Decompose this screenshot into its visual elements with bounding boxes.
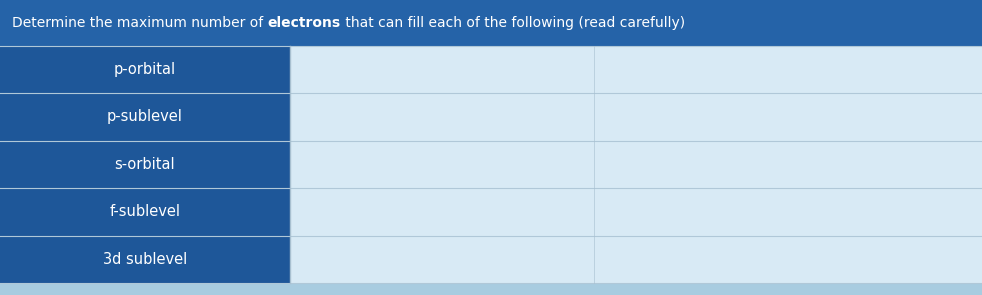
Text: p-orbital: p-orbital	[114, 62, 176, 77]
Text: s-orbital: s-orbital	[115, 157, 175, 172]
Bar	[290, 93, 982, 141]
Text: Determine the maximum number of: Determine the maximum number of	[12, 16, 267, 30]
Bar	[0, 141, 290, 188]
Bar	[0, 236, 290, 283]
Bar	[290, 141, 982, 188]
Text: that can fill each of the following (read carefully): that can fill each of the following (rea…	[341, 16, 684, 30]
Text: f-sublevel: f-sublevel	[109, 204, 181, 219]
Text: 3d sublevel: 3d sublevel	[103, 252, 187, 267]
Bar	[0, 0, 982, 46]
Bar	[0, 46, 290, 93]
Bar	[290, 236, 982, 283]
Bar	[290, 46, 982, 93]
Text: electrons: electrons	[267, 16, 341, 30]
Bar	[0, 188, 290, 236]
Text: p-sublevel: p-sublevel	[107, 109, 183, 124]
Bar	[0, 93, 290, 141]
Bar	[0, 283, 982, 295]
Bar	[290, 188, 982, 236]
